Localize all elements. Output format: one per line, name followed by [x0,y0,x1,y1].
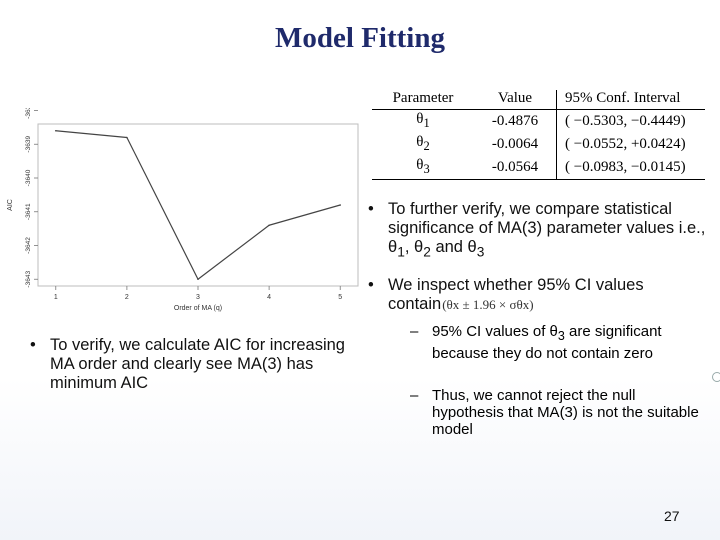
subbullet-text: Thus, we cannot reject the null hypothes… [432,387,699,438]
series-segment [55,130,127,139]
series-point [339,204,342,206]
y-tick-label: -3639 [25,136,32,153]
ci-cell: ( −0.5303, −0.4449) [556,109,705,133]
param-cell: θ2 [416,134,430,153]
bullet-text: To verify, we calculate AIC for increasi… [50,336,345,392]
bullet-text: To further verify, we compare statistica… [388,200,706,260]
edge-marker [712,372,720,382]
y-tick-label: -3643 [25,271,32,288]
series-point [268,224,270,227]
x-tick-label: 4 [267,294,271,301]
param-cell: θ1 [416,111,430,130]
bullet-inspect-ci: • We inspect whether 95% CI values conta… [368,276,708,314]
table-header-row: Parameter Value 95% Conf. Interval [372,90,705,110]
param-cell: θ3 [372,156,474,180]
subbullet-text: 95% CI values of θ3 are significant beca… [432,323,662,362]
value-cell: -0.4876 [491,113,539,129]
subbullet-theta3-significant: – 95% CI values of θ3 are significant be… [410,323,710,362]
table-row: θ1 -0.4876 ( −0.5303, −0.4449) [372,109,705,133]
bullet-further-verify: • To further verify, we compare statisti… [368,200,708,261]
y-tick-label: -3641 [25,203,32,220]
table-row: θ2 -0.0064 ( −0.0552, +0.0424) [372,133,705,156]
y-tick-label: -3640 [25,169,32,186]
x-tick-label: 2 [125,294,129,301]
ci-formula: (θx ± 1.96 × σθx) [442,297,534,312]
header-ci: 95% Conf. Interval [556,90,705,110]
page-number: 27 [664,508,680,524]
chart-y-label: AIC [7,199,14,211]
series-point [197,278,199,281]
slide-title: Model Fitting [275,22,445,54]
ci-cell: ( −0.0552, +0.0424) [556,133,705,156]
chart-plot-area [37,123,359,287]
ci-cell: ( −0.0983, −0.0145) [556,156,705,180]
series-point [126,136,128,139]
x-tick-label: 3 [196,294,200,301]
series-point [54,129,57,132]
series-segment [268,204,341,226]
value-cell: -0.0064 [491,136,539,152]
y-tick-label: -3638 [25,108,32,119]
value-cell: -0.0564 [474,156,557,180]
bullet-verify-aic: • To verify, we calculate AIC for increa… [30,336,355,393]
aic-chart: 1 2 3 4 5 -3643 -3642 -3641 -3640 -3639 -3638 Orde… [7,108,359,312]
dash-glyph: – [410,323,419,340]
x-tick-label: 5 [338,294,342,301]
header-value: Value [474,90,557,110]
bullet-glyph: • [368,276,374,294]
table-row: θ3 -0.0564 ( −0.0983, −0.0145) [372,156,705,180]
subbullet-cannot-reject: – Thus, we cannot reject the null hypoth… [410,387,710,438]
series-segment [197,224,270,280]
header-parameter: Parameter [372,90,474,110]
dash-glyph: – [410,387,419,404]
bullet-text: We inspect whether 95% CI values contain… [388,276,644,313]
chart-x-label: Order of MA (q) [174,305,222,312]
y-tick-label: -3642 [25,237,32,254]
bullet-glyph: • [368,200,374,218]
parameter-table: Parameter Value 95% Conf. Interval θ1 -0… [372,90,705,180]
x-tick-label: 1 [54,294,58,301]
bullet-glyph: • [30,336,36,354]
series-segment [126,137,199,280]
